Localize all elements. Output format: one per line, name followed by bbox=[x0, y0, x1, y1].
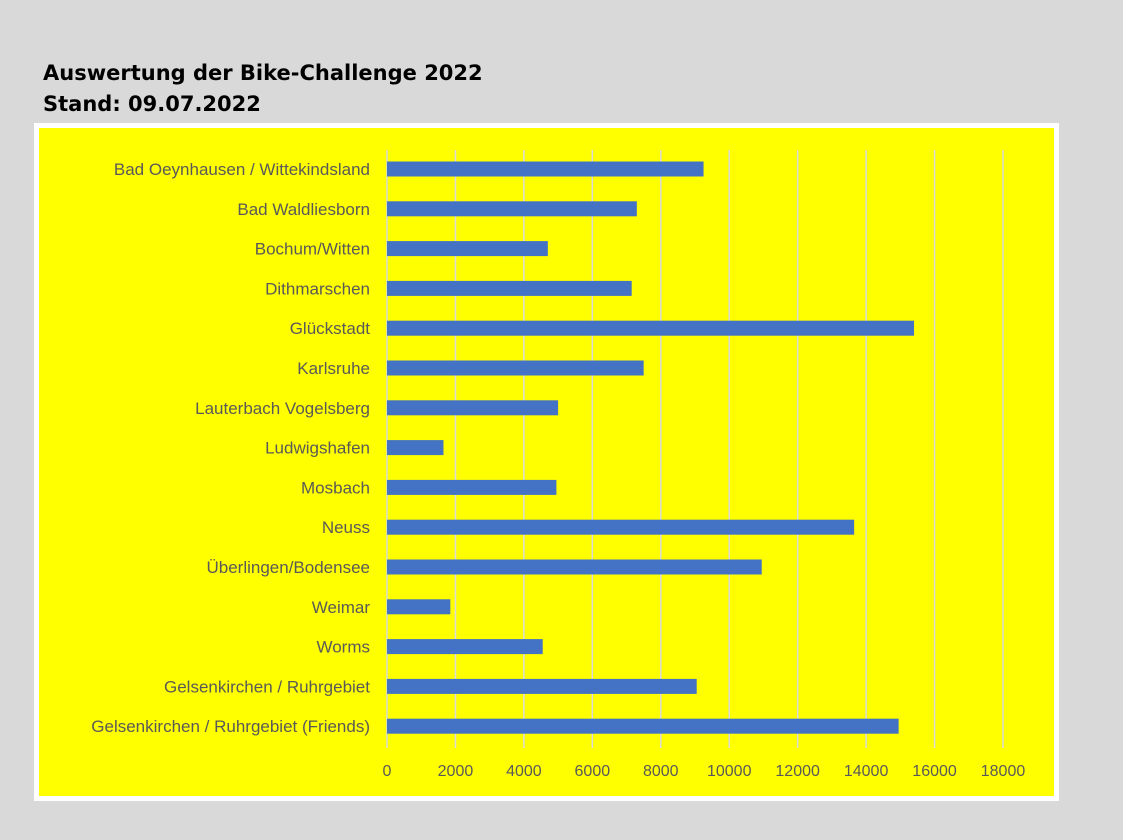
chart-title: Auswertung der Bike-Challenge 2022 bbox=[43, 61, 483, 85]
bars bbox=[387, 161, 915, 734]
bar bbox=[387, 161, 704, 177]
category-label: Worms bbox=[316, 638, 370, 657]
category-label: Bochum/Witten bbox=[255, 240, 370, 259]
chart-heading: Auswertung der Bike-Challenge 2022 Stand… bbox=[43, 58, 483, 120]
category-label: Gelsenkirchen / Ruhrgebiet (Friends) bbox=[91, 717, 370, 736]
x-tick-label: 6000 bbox=[575, 763, 611, 780]
category-label: Neuss bbox=[322, 518, 370, 537]
bar bbox=[387, 320, 915, 336]
bar bbox=[387, 559, 762, 575]
category-label: Dithmarschen bbox=[265, 279, 370, 298]
category-label: Karlsruhe bbox=[297, 359, 370, 378]
x-tick-label: 4000 bbox=[506, 763, 542, 780]
category-labels: Bad Oeynhausen / Wittekindsland Bad Waldl… bbox=[91, 160, 370, 736]
bar bbox=[387, 241, 548, 257]
x-tick-label: 8000 bbox=[643, 763, 679, 780]
category-label: Überlingen/Bodensee bbox=[206, 558, 370, 577]
category-label: Mosbach bbox=[301, 478, 370, 497]
x-tick-label: 2000 bbox=[438, 763, 474, 780]
bar bbox=[387, 519, 855, 535]
chart-subtitle: Stand: 09.07.2022 bbox=[43, 92, 261, 116]
bar bbox=[387, 639, 543, 655]
bar bbox=[387, 678, 697, 694]
category-label: Ludwigshafen bbox=[265, 439, 370, 458]
x-axis-tick-labels: 0 2000 4000 6000 8000 10000 12000 14000 16000 180… bbox=[383, 763, 1026, 780]
bar-chart: Bad Oeynhausen / Wittekindsland Bad Waldl… bbox=[91, 150, 1026, 780]
bar bbox=[387, 440, 444, 456]
x-tick-label: 18000 bbox=[981, 763, 1026, 780]
bar bbox=[387, 479, 557, 495]
x-tick-label: 16000 bbox=[912, 763, 957, 780]
category-label: Weimar bbox=[312, 598, 371, 617]
category-label: Bad Oeynhausen / Wittekindsland bbox=[114, 160, 370, 179]
bar bbox=[387, 201, 637, 217]
x-tick-label: 14000 bbox=[844, 763, 889, 780]
bar bbox=[387, 599, 451, 615]
x-tick-label: 10000 bbox=[707, 763, 752, 780]
x-tick-label: 12000 bbox=[775, 763, 820, 780]
bar bbox=[387, 360, 644, 376]
bar bbox=[387, 718, 899, 734]
category-label: Bad Waldliesborn bbox=[237, 200, 370, 219]
gridlines bbox=[386, 150, 1004, 748]
category-label: Lauterbach Vogelsberg bbox=[195, 399, 370, 418]
bar bbox=[387, 400, 559, 416]
bar bbox=[387, 280, 632, 296]
category-label: Gelsenkirchen / Ruhrgebiet bbox=[164, 677, 370, 696]
category-label: Glückstadt bbox=[290, 319, 371, 338]
x-tick-label: 0 bbox=[383, 763, 392, 780]
chart-area: Bad Oeynhausen / Wittekindsland Bad Waldl… bbox=[34, 123, 1059, 801]
